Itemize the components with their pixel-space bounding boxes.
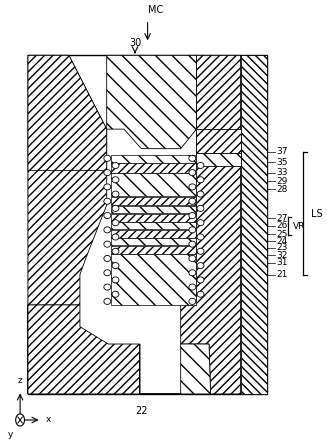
Ellipse shape xyxy=(197,177,204,183)
Ellipse shape xyxy=(104,298,111,304)
Ellipse shape xyxy=(104,170,111,176)
Ellipse shape xyxy=(197,191,204,197)
Text: 27: 27 xyxy=(277,214,288,223)
Text: z: z xyxy=(18,376,23,385)
Ellipse shape xyxy=(112,277,119,283)
Ellipse shape xyxy=(197,234,204,240)
Bar xyxy=(112,254,197,305)
Text: 30: 30 xyxy=(129,39,141,48)
Text: 24: 24 xyxy=(277,237,288,245)
Ellipse shape xyxy=(189,227,196,233)
Bar xyxy=(112,246,197,254)
Ellipse shape xyxy=(197,206,204,211)
Ellipse shape xyxy=(112,234,119,240)
Ellipse shape xyxy=(189,213,196,218)
Ellipse shape xyxy=(197,263,204,268)
Text: 32: 32 xyxy=(277,251,288,260)
Ellipse shape xyxy=(104,184,111,190)
Bar xyxy=(112,222,197,229)
Text: y: y xyxy=(8,430,13,439)
Circle shape xyxy=(16,414,25,426)
Text: x: x xyxy=(45,416,51,424)
Ellipse shape xyxy=(189,198,196,204)
Ellipse shape xyxy=(197,291,204,297)
Ellipse shape xyxy=(104,270,111,276)
Ellipse shape xyxy=(112,220,119,226)
Ellipse shape xyxy=(112,191,119,197)
Ellipse shape xyxy=(112,263,119,268)
Ellipse shape xyxy=(104,284,111,290)
Text: 29: 29 xyxy=(277,177,288,186)
Ellipse shape xyxy=(189,170,196,176)
Text: 22: 22 xyxy=(135,406,147,416)
Ellipse shape xyxy=(104,241,111,247)
Ellipse shape xyxy=(112,163,119,168)
Polygon shape xyxy=(241,55,267,394)
Ellipse shape xyxy=(197,220,204,226)
Ellipse shape xyxy=(112,291,119,297)
Text: MC: MC xyxy=(148,5,163,16)
Bar xyxy=(112,197,197,205)
Text: 31: 31 xyxy=(277,258,288,267)
Text: 35: 35 xyxy=(277,158,288,167)
Ellipse shape xyxy=(197,277,204,283)
Text: VR: VR xyxy=(293,222,306,231)
Polygon shape xyxy=(140,344,211,394)
Text: 33: 33 xyxy=(277,168,288,177)
Text: 21: 21 xyxy=(277,270,288,279)
Polygon shape xyxy=(28,305,140,394)
Ellipse shape xyxy=(189,241,196,247)
Polygon shape xyxy=(197,153,241,166)
Ellipse shape xyxy=(104,198,111,204)
Ellipse shape xyxy=(112,248,119,254)
Ellipse shape xyxy=(189,155,196,161)
Bar xyxy=(112,230,197,237)
Bar xyxy=(112,214,197,222)
Text: LS: LS xyxy=(311,209,323,218)
Ellipse shape xyxy=(189,298,196,304)
Bar xyxy=(112,163,197,172)
Bar xyxy=(112,173,197,196)
Ellipse shape xyxy=(112,206,119,211)
Polygon shape xyxy=(28,55,107,394)
Text: 37: 37 xyxy=(277,147,288,156)
Ellipse shape xyxy=(104,256,111,261)
Text: 23: 23 xyxy=(277,243,288,252)
Polygon shape xyxy=(181,55,241,394)
Ellipse shape xyxy=(189,270,196,276)
Bar xyxy=(112,238,197,245)
Text: 28: 28 xyxy=(277,185,288,194)
Ellipse shape xyxy=(104,227,111,233)
Ellipse shape xyxy=(189,256,196,261)
Bar xyxy=(112,155,197,163)
Ellipse shape xyxy=(197,248,204,254)
Polygon shape xyxy=(197,129,241,153)
Ellipse shape xyxy=(189,284,196,290)
Text: 25: 25 xyxy=(277,229,288,239)
Polygon shape xyxy=(107,55,197,149)
Ellipse shape xyxy=(189,184,196,190)
Ellipse shape xyxy=(104,213,111,218)
Ellipse shape xyxy=(112,177,119,183)
Bar xyxy=(28,55,267,394)
Text: 26: 26 xyxy=(277,221,288,230)
Bar xyxy=(112,206,197,214)
Ellipse shape xyxy=(197,163,204,168)
Ellipse shape xyxy=(104,155,111,161)
Polygon shape xyxy=(28,55,107,171)
